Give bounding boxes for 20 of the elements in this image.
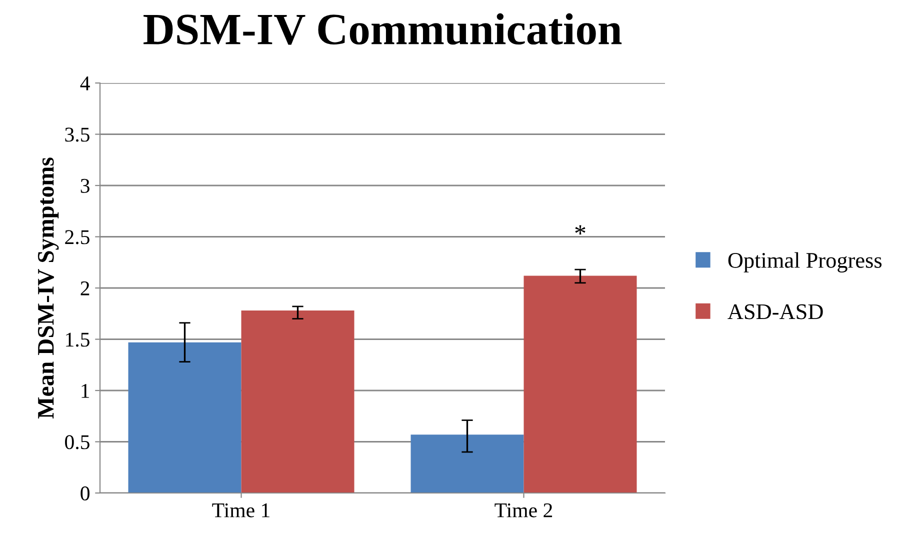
annotation: * [575, 225, 586, 234]
y-tick-label: 0 [80, 486, 90, 500]
y-tick-label: 3.5 [65, 128, 90, 142]
legend-label: Optimal Progress [728, 252, 882, 272]
y-tick-label: 2 [80, 281, 90, 296]
y-tick-label: 4 [80, 76, 90, 90]
bar [241, 310, 354, 493]
y-axis-title: Mean DSM-IV Symptoms [38, 158, 59, 419]
x-tick-label: Time 2 [494, 503, 552, 518]
y-tick-label: 3 [80, 178, 90, 193]
bar [128, 342, 242, 493]
legend-label: ASD-ASD [728, 304, 823, 320]
bar [524, 276, 637, 493]
bar [410, 434, 524, 493]
y-tick-label: 1 [82, 384, 90, 398]
chart-title: DSM-IV Communication [144, 13, 622, 45]
y-tick-label: 1.5 [66, 332, 90, 347]
x-tick-label: Time 1 [212, 503, 270, 518]
y-tick-label: 2.5 [65, 230, 90, 244]
y-tick-label: 0.5 [65, 435, 90, 450]
